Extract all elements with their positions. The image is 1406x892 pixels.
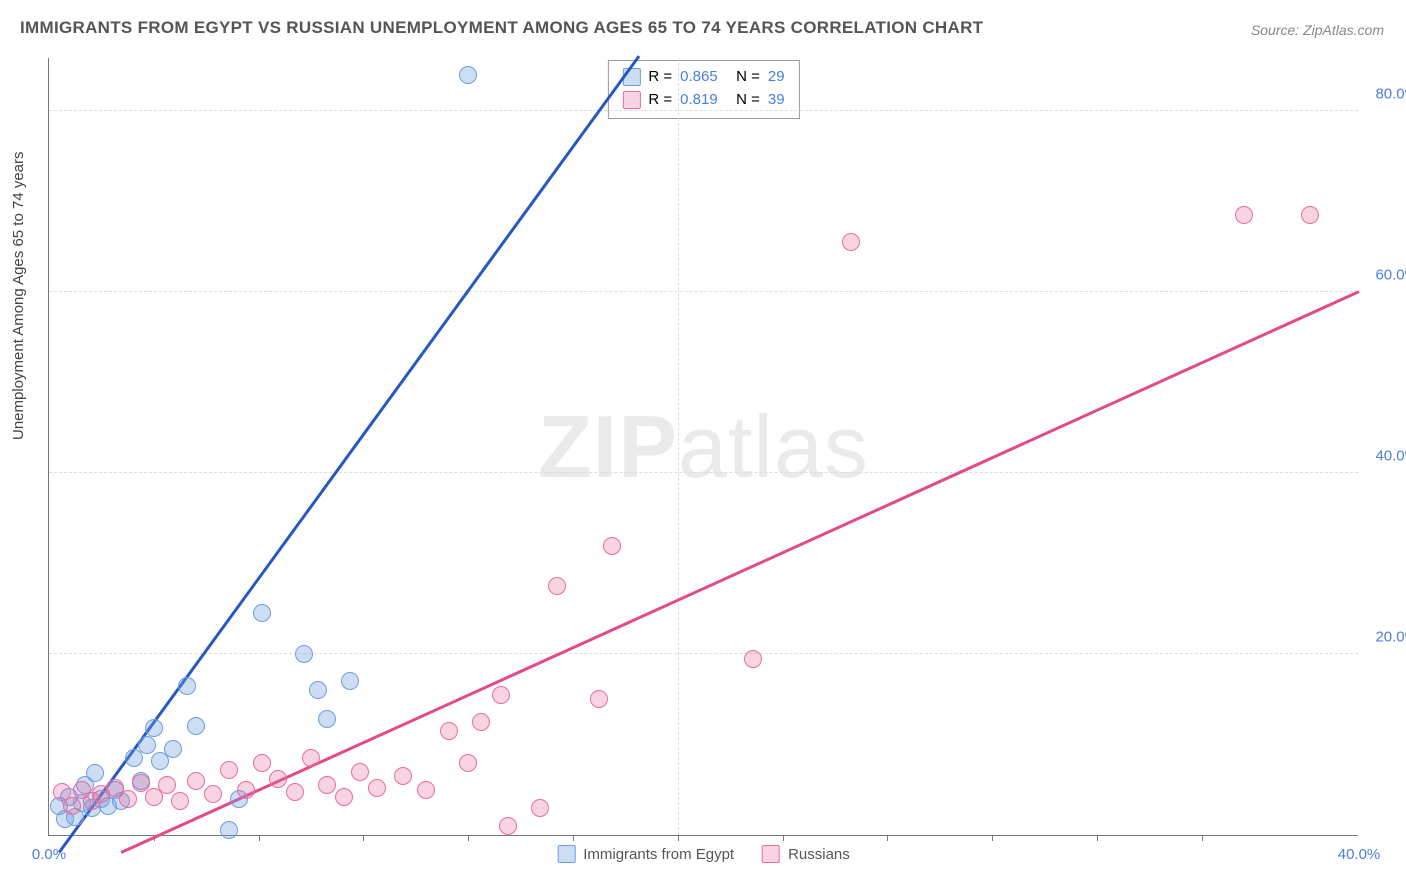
data-point: [119, 790, 137, 808]
stats-n-value-egypt: 29: [768, 65, 785, 88]
gridline-horizontal: [49, 110, 1358, 111]
stats-n-label: N =: [736, 65, 760, 88]
data-point: [351, 763, 369, 781]
watermark-light: atlas: [678, 397, 869, 496]
chart-title: IMMIGRANTS FROM EGYPT VS RUSSIAN UNEMPLO…: [20, 18, 983, 38]
data-point: [253, 754, 271, 772]
x-tick-minor: [1097, 835, 1098, 841]
x-tick-minor: [468, 835, 469, 841]
data-point: [132, 774, 150, 792]
data-point: [237, 781, 255, 799]
data-point: [548, 577, 566, 595]
x-tick-minor: [573, 835, 574, 841]
trend-line: [58, 55, 640, 853]
data-point: [86, 764, 104, 782]
data-point: [220, 821, 238, 839]
gridline-vertical: [678, 58, 679, 835]
watermark-bold: ZIP: [538, 397, 678, 496]
stats-row-russians: R = 0.819 N = 39: [622, 88, 784, 111]
data-point: [459, 66, 477, 84]
data-point: [269, 770, 287, 788]
data-point: [138, 736, 156, 754]
data-point: [253, 604, 271, 622]
x-tick-minor: [259, 835, 260, 841]
data-point: [295, 645, 313, 663]
data-point: [318, 776, 336, 794]
legend: Immigrants from Egypt Russians: [557, 845, 850, 863]
data-point: [368, 779, 386, 797]
data-point: [187, 717, 205, 735]
y-axis-label: Unemployment Among Ages 65 to 74 years: [10, 151, 27, 440]
x-tick-label: 40.0%: [1338, 846, 1381, 863]
stats-r-value-egypt: 0.865: [680, 65, 728, 88]
y-tick-label: 60.0%: [1375, 267, 1406, 284]
legend-label-russians: Russians: [788, 846, 850, 863]
data-point: [394, 767, 412, 785]
legend-swatch-egypt: [557, 845, 575, 863]
data-point: [220, 761, 238, 779]
data-point: [341, 672, 359, 690]
gridline-horizontal: [49, 291, 1358, 292]
x-tick-minor: [363, 835, 364, 841]
x-tick-minor: [992, 835, 993, 841]
data-point: [302, 749, 320, 767]
swatch-russians: [622, 91, 640, 109]
data-point: [417, 781, 435, 799]
stats-r-value-russians: 0.819: [680, 88, 728, 111]
data-point: [318, 710, 336, 728]
data-point: [1301, 206, 1319, 224]
stats-row-egypt: R = 0.865 N = 29: [622, 65, 784, 88]
watermark: ZIPatlas: [538, 396, 869, 498]
data-point: [744, 650, 762, 668]
data-point: [1235, 206, 1253, 224]
data-point: [63, 797, 81, 815]
data-point: [531, 799, 549, 817]
data-point: [590, 690, 608, 708]
stats-r-label: R =: [648, 65, 672, 88]
legend-swatch-russians: [762, 845, 780, 863]
data-point: [492, 686, 510, 704]
data-point: [178, 677, 196, 695]
legend-label-egypt: Immigrants from Egypt: [583, 846, 734, 863]
data-point: [187, 772, 205, 790]
y-tick-label: 40.0%: [1375, 448, 1406, 465]
data-point: [158, 776, 176, 794]
data-point: [286, 783, 304, 801]
data-point: [335, 788, 353, 806]
data-point: [171, 792, 189, 810]
legend-item-egypt: Immigrants from Egypt: [557, 845, 734, 863]
data-point: [499, 817, 517, 835]
stats-n-value-russians: 39: [768, 88, 785, 111]
gridline-horizontal: [49, 472, 1358, 473]
y-tick-label: 20.0%: [1375, 629, 1406, 646]
x-tick-minor: [887, 835, 888, 841]
data-point: [440, 722, 458, 740]
data-point: [459, 754, 477, 772]
gridline-horizontal: [49, 653, 1358, 654]
y-tick-label: 80.0%: [1375, 86, 1406, 103]
stats-r-label: R =: [648, 88, 672, 111]
data-point: [472, 713, 490, 731]
data-point: [204, 785, 222, 803]
data-point: [842, 233, 860, 251]
data-point: [125, 749, 143, 767]
data-point: [145, 719, 163, 737]
data-point: [603, 537, 621, 555]
x-tick-minor: [1202, 835, 1203, 841]
data-point: [164, 740, 182, 758]
x-tick-minor: [678, 835, 679, 841]
stats-n-label: N =: [736, 88, 760, 111]
legend-item-russians: Russians: [762, 845, 850, 863]
scatter-plot-area: ZIPatlas R = 0.865 N = 29 R = 0.819 N = …: [48, 58, 1358, 836]
source-attribution: Source: ZipAtlas.com: [1251, 22, 1384, 38]
trend-line: [121, 290, 1360, 853]
x-tick-minor: [783, 835, 784, 841]
data-point: [309, 681, 327, 699]
